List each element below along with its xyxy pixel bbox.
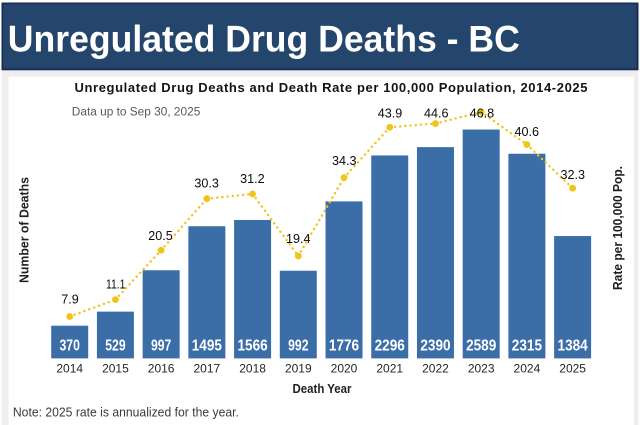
svg-text:34.3: 34.3: [332, 154, 357, 168]
svg-text:2022: 2022: [422, 361, 449, 375]
svg-text:Data up to Sep 30, 2025: Data up to Sep 30, 2025: [72, 104, 201, 118]
svg-text:2015: 2015: [102, 361, 129, 375]
svg-text:1495: 1495: [192, 337, 223, 354]
svg-text:11.1: 11.1: [106, 277, 126, 291]
svg-text:Unregulated Drug Deaths - BC: Unregulated Drug Deaths - BC: [8, 18, 520, 59]
svg-text:997: 997: [151, 337, 171, 354]
svg-text:30.3: 30.3: [194, 176, 219, 190]
svg-text:529: 529: [105, 337, 125, 354]
svg-text:2021: 2021: [376, 361, 403, 375]
svg-text:2019: 2019: [285, 361, 312, 375]
svg-text:2589: 2589: [466, 337, 496, 354]
svg-text:1776: 1776: [329, 337, 359, 354]
svg-text:2018: 2018: [239, 361, 266, 375]
svg-text:46.8: 46.8: [470, 107, 495, 121]
svg-text:2016: 2016: [148, 361, 175, 375]
svg-text:44.6: 44.6: [424, 107, 449, 121]
svg-text:2315: 2315: [512, 337, 543, 354]
svg-text:40.6: 40.6: [514, 125, 539, 139]
svg-text:Rate per 100,000 Pop.: Rate per 100,000 Pop.: [610, 166, 625, 290]
svg-text:32.3: 32.3: [561, 168, 586, 182]
svg-text:19.4: 19.4: [286, 232, 311, 246]
svg-text:2023: 2023: [468, 361, 495, 375]
svg-text:Note: 2025 rate is annualized: Note: 2025 rate is annualized for the ye…: [13, 406, 239, 420]
svg-text:2017: 2017: [194, 361, 221, 375]
svg-text:31.2: 31.2: [240, 172, 265, 186]
svg-text:1384: 1384: [558, 337, 589, 354]
svg-text:20.5: 20.5: [148, 229, 173, 243]
svg-text:2025: 2025: [559, 361, 586, 375]
svg-text:2024: 2024: [514, 361, 541, 375]
svg-text:43.9: 43.9: [378, 107, 403, 121]
svg-text:370: 370: [60, 337, 80, 354]
svg-text:7.9: 7.9: [61, 293, 79, 307]
svg-text:2020: 2020: [331, 361, 358, 375]
svg-text:Unregulated Drug Deaths and De: Unregulated Drug Deaths and Death Rate p…: [75, 80, 588, 95]
svg-text:2296: 2296: [375, 337, 405, 354]
svg-text:Number of Deaths: Number of Deaths: [17, 177, 32, 283]
svg-text:2014: 2014: [56, 361, 83, 375]
svg-text:Death Year: Death Year: [293, 381, 352, 396]
svg-text:1566: 1566: [237, 337, 267, 354]
svg-text:992: 992: [288, 337, 308, 354]
svg-text:2390: 2390: [420, 337, 450, 354]
